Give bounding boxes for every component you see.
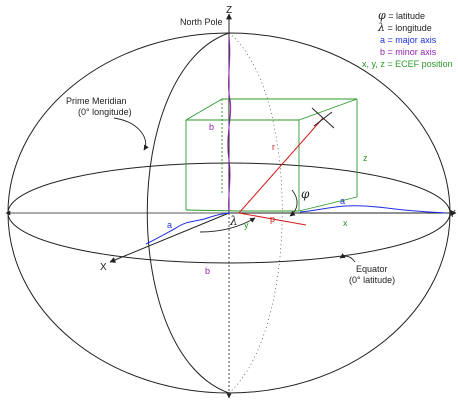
equator-sub-label: (0° latitude) <box>349 275 395 285</box>
phi-arc <box>289 189 298 217</box>
position-marker <box>311 107 335 129</box>
b-lower-label: b <box>205 266 210 276</box>
legend-text: = major axis <box>385 35 437 45</box>
phi-label: φ <box>301 187 310 201</box>
ecef-box <box>185 98 358 212</box>
y-label: y <box>244 220 249 230</box>
r-label: r <box>272 142 275 152</box>
equator-pointer <box>339 253 356 263</box>
lambda-label: λ <box>229 214 238 228</box>
b-label: b <box>209 122 214 132</box>
north-pole-label: North Pole <box>180 17 223 27</box>
prime-meridian-pointer <box>113 117 149 151</box>
legend-item: x, y, z = ECEF position <box>362 59 453 69</box>
p-label: p <box>270 214 275 224</box>
z-axis-label: Z <box>226 5 232 16</box>
a-right-brace <box>299 205 447 214</box>
legend-item: b = minor axis <box>380 47 437 57</box>
z-label: z <box>363 153 368 163</box>
a-right-label: a <box>340 196 345 206</box>
legend-symbol: b <box>380 47 385 57</box>
legend-item: φ = latitude <box>378 9 425 22</box>
legend-item: a = major axis <box>380 35 437 45</box>
equator-label: Equator <box>356 264 388 274</box>
lambda-arc <box>199 217 256 233</box>
b-brace <box>227 36 232 213</box>
a-left-brace <box>145 212 231 245</box>
legend-text: = ECEF position <box>385 59 453 69</box>
legend-symbol: λ <box>377 21 385 34</box>
legend-item: λ = longitude <box>377 21 432 34</box>
normal-line <box>238 117 324 214</box>
legend-text: = minor axis <box>385 47 437 57</box>
legend-text: = longitude <box>385 23 432 33</box>
p-vector <box>238 212 307 226</box>
x-axis-label: X <box>100 262 107 273</box>
legend-text: = latitude <box>386 11 425 21</box>
legend-symbol: φ <box>378 9 386 22</box>
y-axis-label: Y <box>449 209 456 220</box>
prime-meridian-sub-label: (0° longitude) <box>78 107 132 117</box>
a-left-label: a <box>167 220 172 230</box>
legend-symbol: x, y, z <box>362 59 385 69</box>
x-label: x <box>343 218 348 228</box>
prime-meridian-label: Prime Meridian <box>66 96 127 106</box>
x-axis <box>109 212 230 263</box>
legend-symbol: a <box>380 35 385 45</box>
